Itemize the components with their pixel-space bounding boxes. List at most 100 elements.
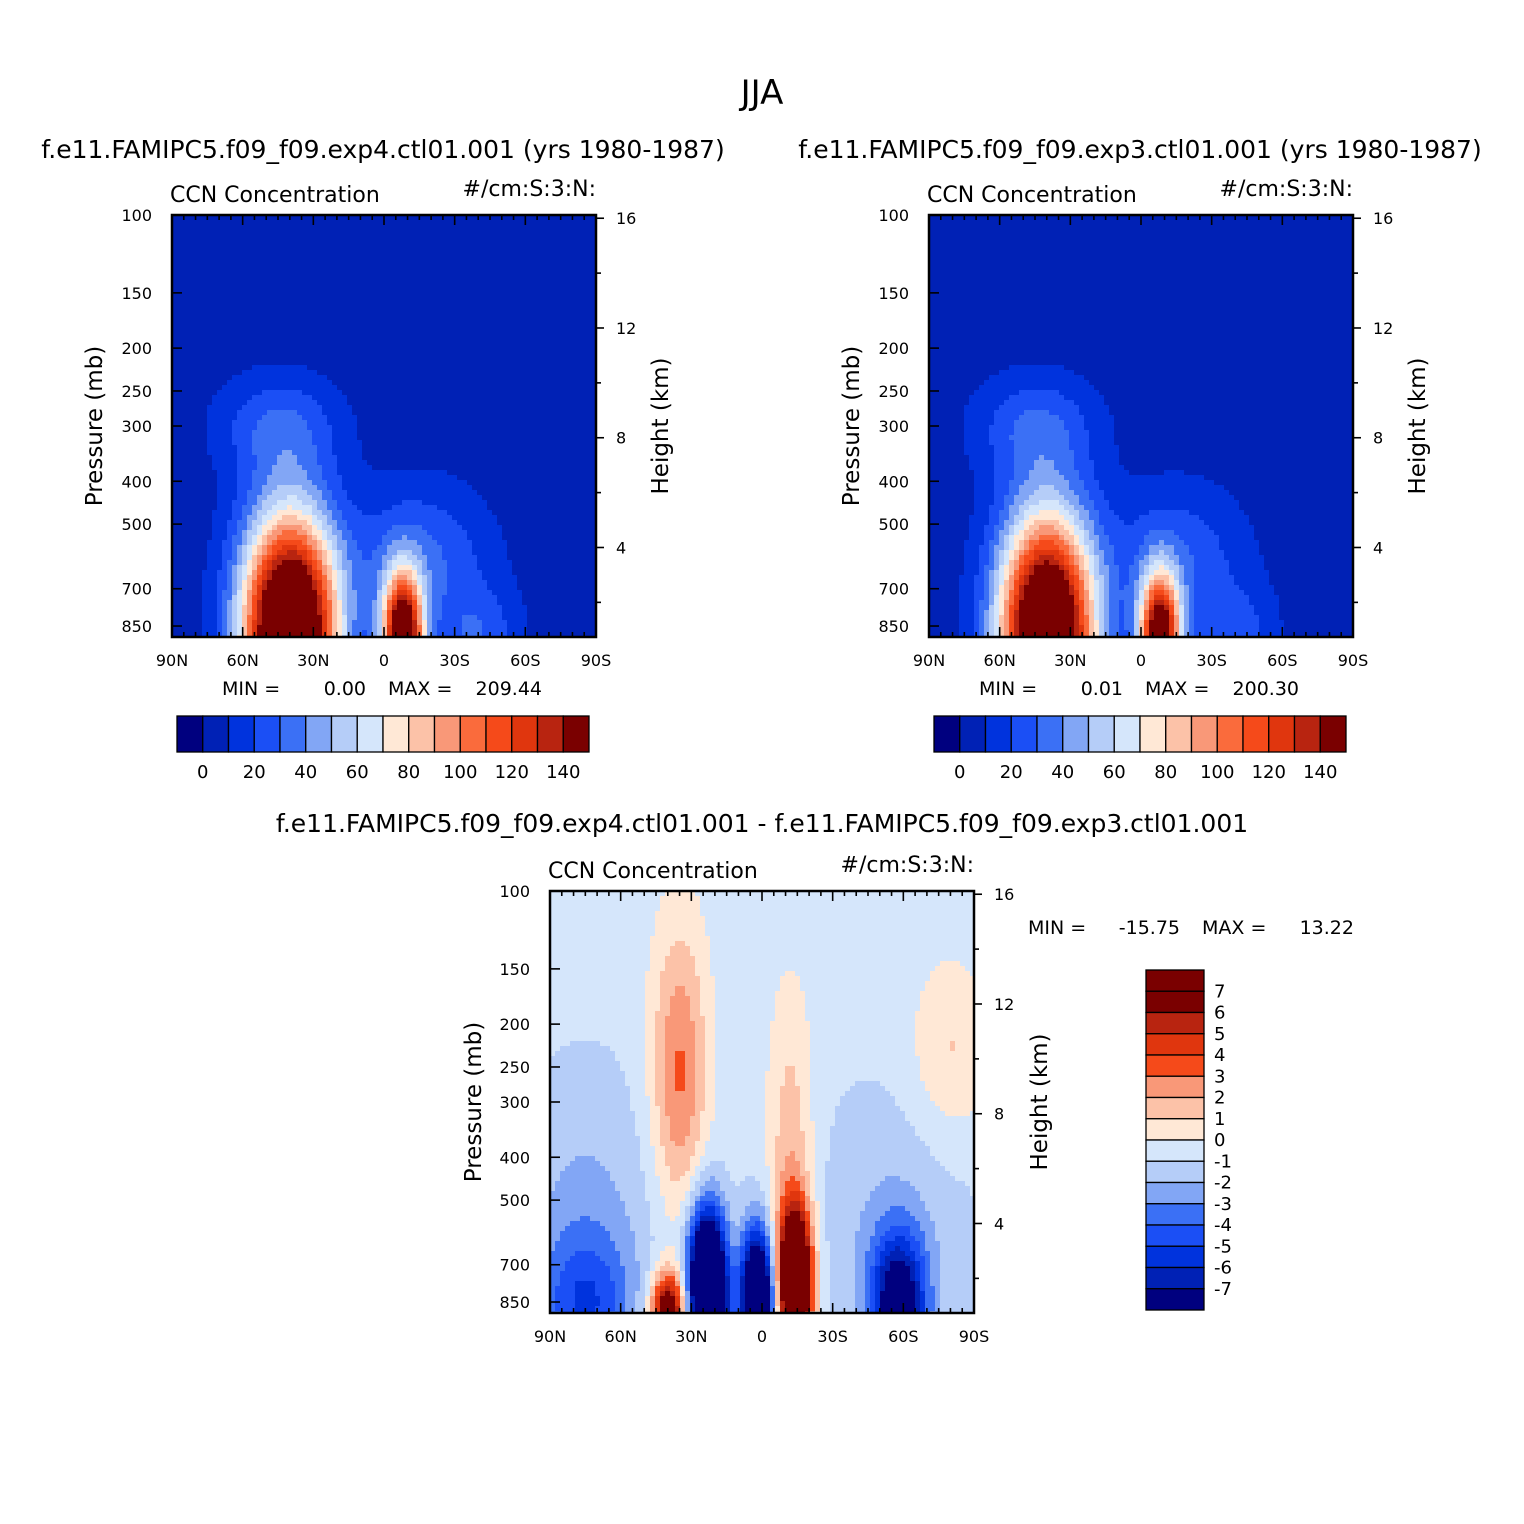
field-cell xyxy=(192,220,198,226)
field-cell xyxy=(517,255,523,261)
field-cell xyxy=(577,410,583,416)
field-cell xyxy=(527,245,533,251)
field-cell xyxy=(322,410,328,416)
field-cell xyxy=(257,425,263,431)
field-cell xyxy=(382,305,388,311)
field-cell xyxy=(212,350,218,356)
field-cell xyxy=(202,425,208,431)
field-cell xyxy=(537,225,543,231)
field-cell xyxy=(547,445,553,451)
field-cell xyxy=(312,365,318,371)
field-cell xyxy=(262,270,268,276)
field-cell xyxy=(192,330,198,336)
field-cell xyxy=(187,300,193,306)
field-cell xyxy=(177,410,183,416)
field-cell xyxy=(417,220,423,226)
field-cell xyxy=(592,315,597,321)
field-cell xyxy=(537,290,543,296)
field-cell xyxy=(452,450,458,456)
field-cell xyxy=(342,360,348,366)
field-cell xyxy=(307,315,313,321)
field-cell xyxy=(432,330,438,336)
field-cell xyxy=(332,320,338,326)
field-cell xyxy=(277,465,283,471)
field-cell xyxy=(397,330,403,336)
field-cell xyxy=(302,420,308,426)
field-cell xyxy=(352,225,358,231)
field-cell xyxy=(277,365,283,371)
field-cell xyxy=(347,355,353,361)
field-cell xyxy=(437,500,443,506)
field-cell xyxy=(462,345,468,351)
field-cell xyxy=(567,415,573,421)
field-cell xyxy=(247,275,253,281)
field-cell xyxy=(217,225,223,231)
field-cell xyxy=(387,455,393,461)
field-cell xyxy=(462,340,468,346)
field-cell xyxy=(372,415,378,421)
field-cell xyxy=(497,415,503,421)
field-cell xyxy=(512,425,518,431)
field-cell xyxy=(212,310,218,316)
field-cell xyxy=(207,405,213,411)
field-cell xyxy=(212,325,218,331)
field-cell xyxy=(552,325,558,331)
field-cell xyxy=(277,220,283,226)
field-cell xyxy=(192,405,198,411)
field-cell xyxy=(357,420,363,426)
field-cell xyxy=(257,250,263,256)
field-cell xyxy=(262,340,268,346)
field-cell xyxy=(532,385,538,391)
field-cell xyxy=(377,385,383,391)
field-cell xyxy=(537,405,543,411)
field-cell xyxy=(562,385,568,391)
field-cell xyxy=(407,425,413,431)
field-cell xyxy=(247,285,253,291)
field-cell xyxy=(492,380,498,386)
field-cell xyxy=(522,485,528,491)
field-cell xyxy=(557,400,563,406)
field-cell xyxy=(587,350,593,356)
field-cell xyxy=(532,485,538,491)
field-cell xyxy=(417,350,423,356)
field-cell xyxy=(572,435,578,441)
field-cell xyxy=(227,290,233,296)
field-cell xyxy=(502,455,508,461)
field-cell xyxy=(342,330,348,336)
field-cell xyxy=(377,375,383,381)
field-cell xyxy=(272,290,278,296)
field-cell xyxy=(412,255,418,261)
field-cell xyxy=(307,415,313,421)
field-cell xyxy=(362,220,368,226)
field-cell xyxy=(347,460,353,466)
field-cell xyxy=(517,245,523,251)
field-cell xyxy=(422,225,428,231)
field-cell xyxy=(452,375,458,381)
field-cell xyxy=(402,255,408,261)
field-cell xyxy=(307,485,313,491)
field-cell xyxy=(552,285,558,291)
field-cell xyxy=(512,430,518,436)
field-cell xyxy=(502,420,508,426)
field-cell xyxy=(507,255,513,261)
field-cell xyxy=(412,450,418,456)
field-cell xyxy=(217,305,223,311)
field-cell xyxy=(207,455,213,461)
field-cell xyxy=(332,360,338,366)
field-cell xyxy=(502,275,508,281)
field-cell xyxy=(587,500,593,506)
field-cell xyxy=(182,475,188,481)
field-cell xyxy=(592,365,597,371)
field-cell xyxy=(472,270,478,276)
field-cell xyxy=(542,245,548,251)
field-cell xyxy=(397,365,403,371)
field-cell xyxy=(487,340,493,346)
field-cell xyxy=(442,500,448,506)
field-cell xyxy=(172,440,178,446)
field-cell xyxy=(317,310,323,316)
field-cell xyxy=(447,270,453,276)
field-cell xyxy=(302,265,308,271)
field-cell xyxy=(392,290,398,296)
field-cell xyxy=(307,230,313,236)
field-cell xyxy=(292,275,298,281)
